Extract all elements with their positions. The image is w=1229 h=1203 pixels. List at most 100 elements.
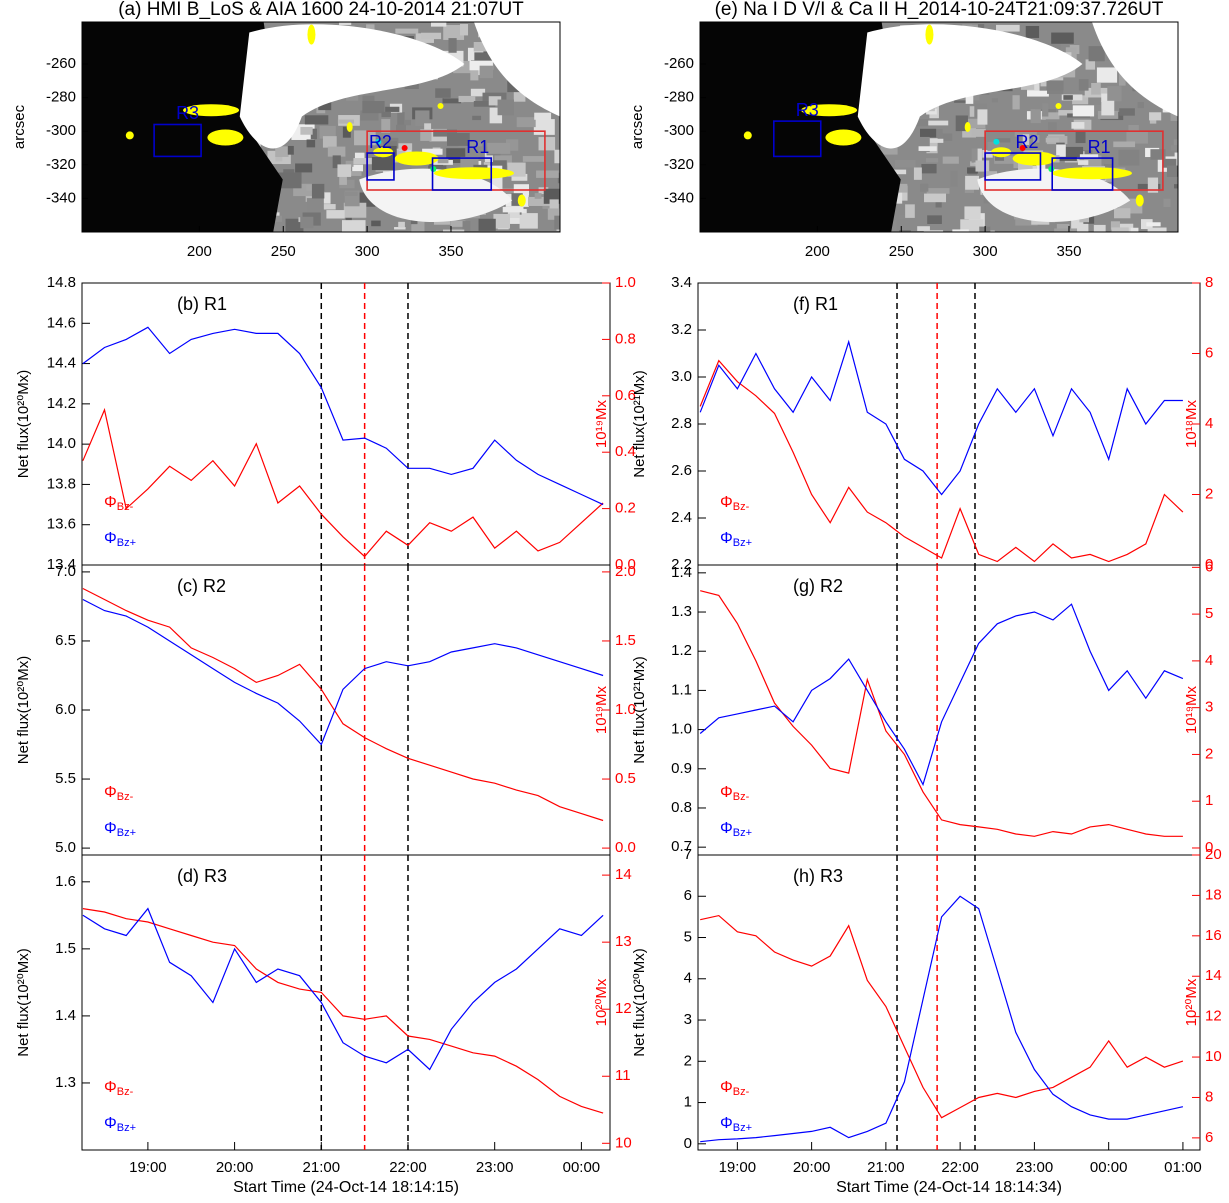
yellow-feature — [991, 147, 1012, 158]
image-texture — [923, 230, 944, 232]
y2-tick-label: 0.8 — [615, 330, 636, 347]
region-label: R2 — [1015, 132, 1038, 152]
image-texture — [462, 221, 471, 232]
y2-tick-label: 8 — [1205, 1088, 1213, 1105]
frame — [81, 282, 611, 566]
frame — [81, 21, 561, 233]
image-texture — [971, 128, 986, 137]
image-texture — [394, 227, 406, 232]
image-texture — [519, 213, 538, 229]
image-texture — [536, 170, 559, 178]
y-tick-label: 2.8 — [671, 415, 692, 432]
image-texture — [920, 128, 937, 138]
image-texture — [442, 98, 462, 104]
image-texture — [433, 129, 458, 137]
frame — [699, 21, 1179, 233]
image-texture — [1137, 101, 1145, 109]
image-texture — [322, 136, 337, 148]
image-texture — [420, 129, 432, 141]
image-texture — [1106, 176, 1114, 182]
image-texture — [473, 101, 496, 107]
image-texture — [362, 100, 385, 114]
yellow-feature — [183, 104, 240, 117]
image-texture — [385, 106, 400, 112]
image-texture — [1041, 112, 1060, 120]
image-texture — [554, 149, 560, 164]
image-texture — [397, 112, 405, 126]
image-texture — [513, 86, 526, 102]
image-texture — [354, 152, 365, 160]
y2-tick-label: 0.2 — [615, 500, 636, 517]
y2-tick-label: 12 — [615, 1000, 632, 1017]
image-texture — [1107, 86, 1122, 102]
image-texture — [965, 94, 974, 104]
y-tick-label: -280 — [46, 89, 76, 106]
series-line — [699, 603, 1184, 787]
y-tick-label: 4 — [684, 970, 692, 987]
image-texture — [343, 191, 358, 196]
image-texture — [435, 88, 451, 98]
image-texture — [921, 163, 937, 174]
image-texture — [511, 173, 528, 181]
image-texture — [383, 141, 398, 146]
x-tick-label: 22:00 — [941, 1159, 979, 1176]
marker-dot — [1019, 145, 1026, 151]
y2-tick-label: 1 — [1205, 792, 1213, 809]
image-texture — [310, 128, 317, 140]
image-texture — [430, 22, 447, 27]
y-tick-label: 1.3 — [55, 1074, 76, 1091]
y2-tick-label: 0 — [1205, 839, 1213, 856]
y2-axis-label: 10¹⁹Mx — [593, 399, 610, 448]
legend-entry: ΦBz+ — [720, 820, 752, 839]
image-texture — [446, 132, 470, 146]
series-line — [82, 407, 604, 558]
y2-tick-label: 20 — [1205, 846, 1222, 863]
image-texture — [899, 230, 911, 232]
y-axis-label: Net flux(10²¹Mx) — [631, 370, 648, 478]
image-texture — [487, 142, 511, 154]
image-texture — [924, 193, 947, 203]
image-texture — [448, 38, 457, 53]
y-tick-label: 14.0 — [47, 435, 76, 452]
image-panel — [82, 22, 560, 232]
y2-axis-label: 10²⁰Mx — [593, 978, 610, 1026]
y-tick-label: 14.6 — [47, 314, 76, 331]
image-texture — [304, 115, 329, 125]
image-texture — [422, 148, 443, 155]
image-texture — [486, 160, 507, 170]
y-tick-label: 14.8 — [47, 274, 76, 291]
bright-region — [473, 22, 560, 117]
yellow-feature — [743, 131, 752, 140]
image-texture — [973, 148, 982, 164]
y2-tick-label: 0.0 — [615, 839, 636, 856]
yellow-feature — [964, 122, 971, 132]
image-texture — [306, 139, 316, 148]
series-line — [82, 598, 604, 746]
image-texture — [275, 153, 283, 162]
x-tick-label: 00:00 — [1090, 1159, 1128, 1176]
image-texture — [488, 96, 502, 106]
y-tick-label: 6.0 — [55, 701, 76, 718]
y-tick-label: 1.4 — [55, 1007, 76, 1024]
image-texture — [1174, 184, 1178, 189]
image-texture — [1025, 25, 1040, 38]
y-tick-label: 13.6 — [47, 516, 76, 533]
image-texture — [306, 198, 324, 213]
image-texture — [898, 214, 911, 220]
image-texture — [1101, 100, 1115, 116]
y-tick-label: 0 — [684, 1135, 692, 1152]
panel-label: (f) R1 — [793, 294, 838, 314]
image-texture — [1119, 73, 1126, 86]
image-texture — [1022, 134, 1030, 146]
image-texture — [507, 209, 520, 219]
y2-tick-label: 0 — [1205, 556, 1213, 573]
yellow-feature — [1135, 194, 1144, 207]
image-texture — [1071, 122, 1085, 129]
y-tick-label: 2.2 — [671, 556, 692, 573]
panel-label: (b) R1 — [177, 294, 227, 314]
image-texture — [1113, 141, 1136, 148]
y-tick-label: -340 — [46, 189, 76, 206]
image-texture — [469, 60, 493, 71]
image-texture — [538, 137, 556, 151]
yellow-feature — [1051, 167, 1132, 180]
